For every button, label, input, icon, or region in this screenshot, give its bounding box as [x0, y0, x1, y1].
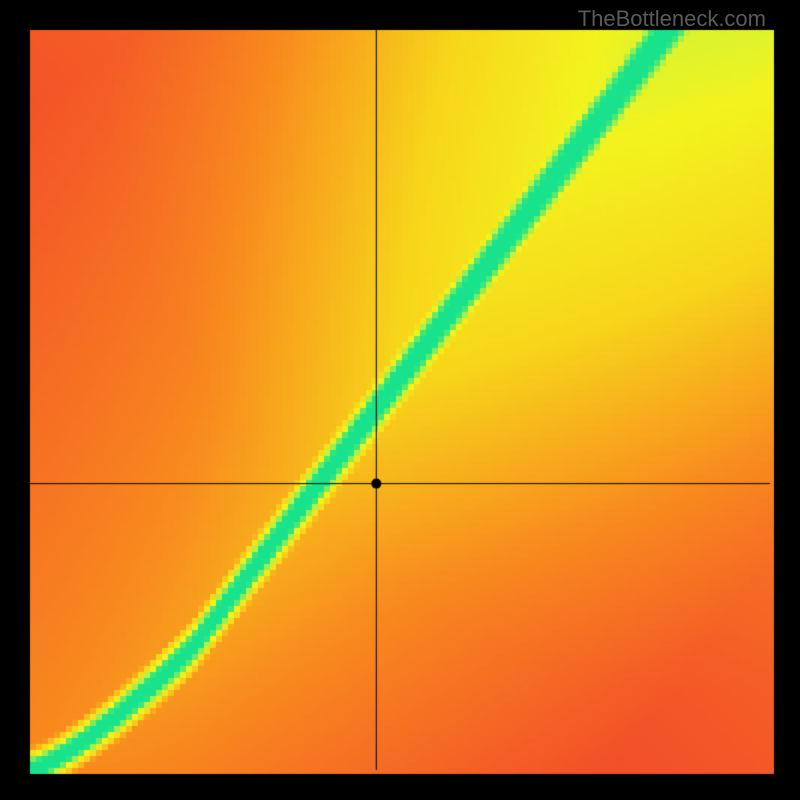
heatmap-canvas: [0, 0, 800, 800]
watermark-text: TheBottleneck.com: [578, 6, 766, 32]
chart-container: TheBottleneck.com: [0, 0, 800, 800]
